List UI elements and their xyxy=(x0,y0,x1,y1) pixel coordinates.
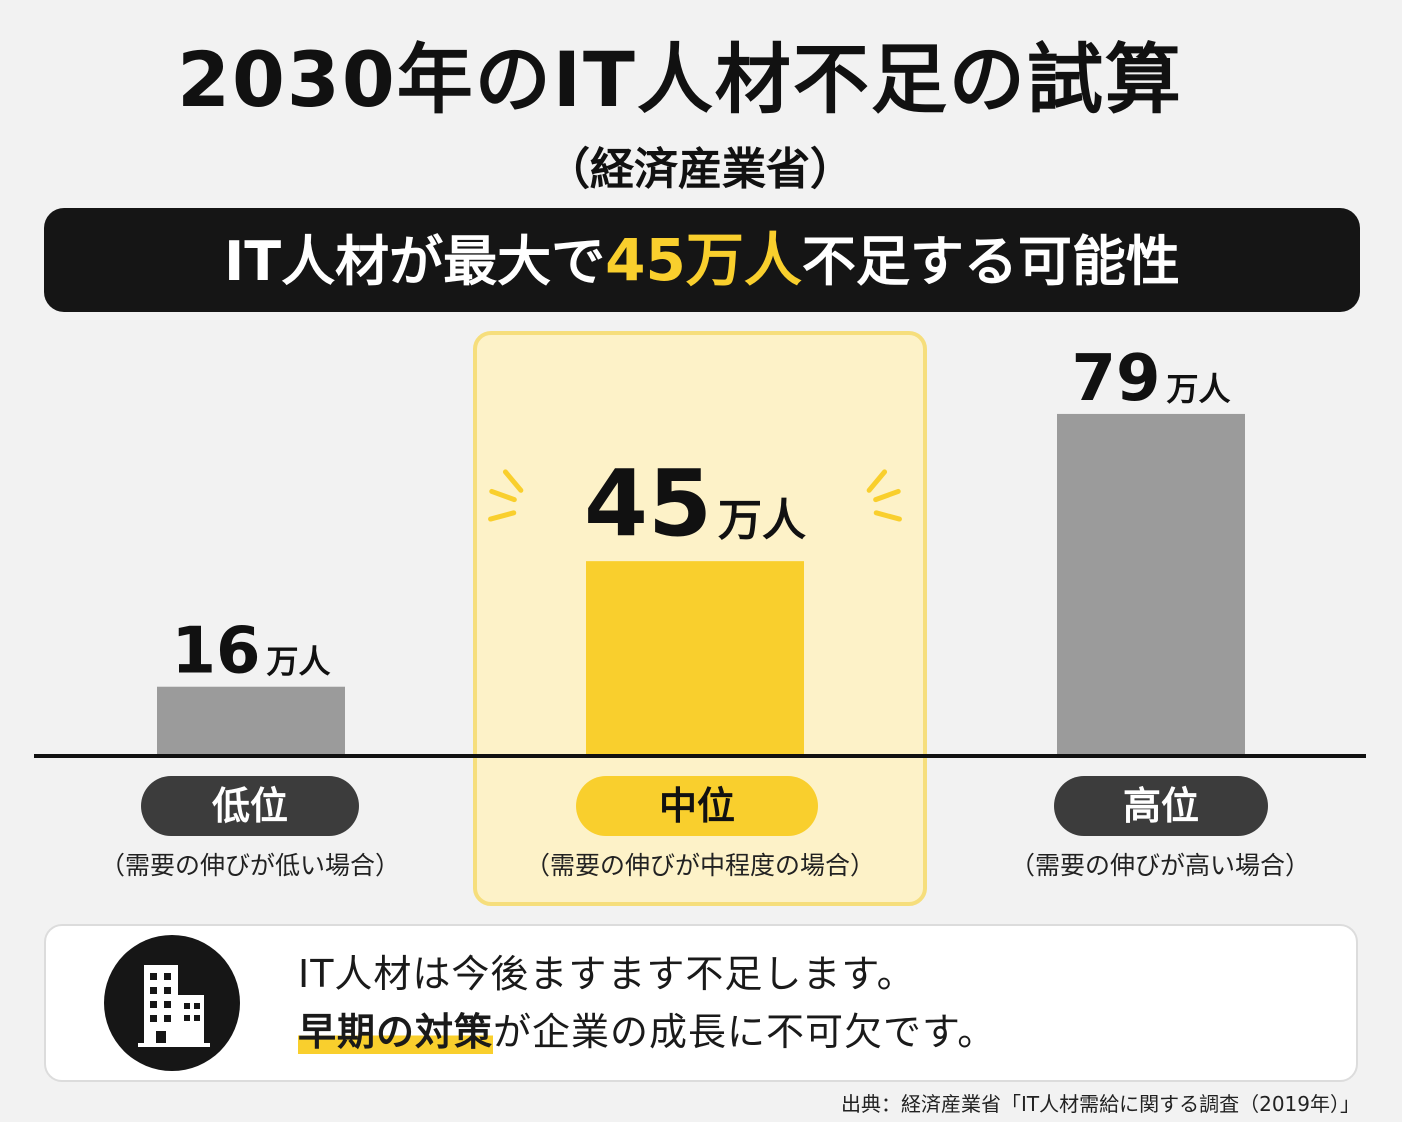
sparkle-line-1-2 xyxy=(873,510,902,522)
page-subtitle: （経済産業省） xyxy=(546,144,854,195)
value-number-1: 45 xyxy=(584,450,712,557)
banner-highlight: 45万人 xyxy=(605,226,802,294)
bar-2 xyxy=(1057,413,1245,756)
category-label-high: 高位 xyxy=(1054,776,1268,836)
message-line-2-rest: が企業の成長に不可欠です。 xyxy=(493,1010,997,1054)
headline-banner: IT人材が最大で45万人不足する可能性 xyxy=(44,208,1360,312)
banner-prefix: IT人材が最大で xyxy=(224,230,606,293)
source-note: 出典：経済産業省「IT人材需給に関する調査（2019年）」 xyxy=(840,1092,1360,1116)
page-title: 2030年のIT人材不足の試算 xyxy=(177,35,1183,124)
banner-suffix: 不足する可能性 xyxy=(801,230,1180,293)
sparkle-line-0-1 xyxy=(489,488,517,503)
value-unit-0: 万人 xyxy=(267,643,331,681)
message-line-2: 早期の対策が企業の成長に不可欠です。 xyxy=(298,1006,996,1058)
bar-1 xyxy=(586,561,804,756)
building-icon xyxy=(104,935,240,1071)
message-line-1: IT人材は今後ますます不足します。 xyxy=(298,952,916,996)
message-box xyxy=(44,924,1358,1082)
sparkle-line-0-0 xyxy=(502,469,524,493)
condition-high: （需要の伸びが高い場合） xyxy=(1009,851,1310,880)
condition-low: （需要の伸びが低い場合） xyxy=(99,851,400,880)
value-number-2: 79 xyxy=(1071,342,1160,416)
condition-mid: （需要の伸びが中程度の場合） xyxy=(524,851,875,880)
value-label-0: 16 万人 xyxy=(171,615,330,689)
sparkle-line-1-1 xyxy=(873,488,901,503)
value-number-0: 16 xyxy=(171,615,260,689)
value-unit-1: 万人 xyxy=(718,495,806,546)
sparkle-line-0-2 xyxy=(488,510,517,522)
category-label-mid: 中位 xyxy=(576,776,818,836)
sparkle-line-1-0 xyxy=(866,469,888,493)
category-label-low: 低位 xyxy=(141,776,359,836)
value-label-2: 79 万人 xyxy=(1071,342,1230,416)
value-label-1: 45 万人 xyxy=(584,450,806,557)
message-highlight: 早期の対策 xyxy=(298,1010,494,1054)
bar-0 xyxy=(157,686,345,756)
value-unit-2: 万人 xyxy=(1167,370,1231,408)
